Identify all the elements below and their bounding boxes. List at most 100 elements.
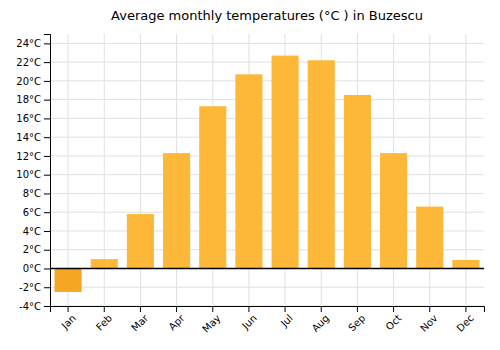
tick-mark [465,306,466,312]
grid-line [50,99,484,100]
grid-line [50,268,484,269]
tick-mark [44,268,50,269]
tick-label: 10°C [16,169,41,180]
tick-mark [44,100,50,101]
tick: 16°C [16,113,50,124]
tick-label: May [200,312,222,334]
tick-label: 2°C [23,244,41,255]
tick-mark [140,306,141,312]
tick-label: -4°C [19,301,41,312]
tick-label: 4°C [23,226,41,237]
tick-mark [44,62,50,63]
axis-line [44,35,51,307]
tick-mark [44,137,50,138]
tick-mark [68,306,69,312]
zero-line [50,268,484,270]
tick-mark [44,43,50,44]
tick-mark [44,306,50,307]
x-axis: Jan Feb Mar Apr May Jun Jul Aug Sep Oct Nov Dec [51,306,485,335]
tick: Apr [166,306,187,332]
tick-mark [44,287,50,288]
tick: -2°C [19,282,50,293]
tick-mark [44,212,50,213]
plot: -4°C -2°C 0°C 2°C 4°C 6°C 8°C 10°C 12°C 14°C 16°C 1… [16,34,484,335]
tick: 8°C [23,188,50,199]
tick: -4°C [19,301,50,312]
tick-label: Oct [383,312,403,332]
tick-mark [357,306,358,312]
tick: 22°C [16,57,50,68]
tick-label: Dec [454,312,475,333]
bar [127,214,154,268]
tick-mark [285,306,286,312]
bar [55,268,82,291]
tick-label: 20°C [16,76,41,87]
tick: 14°C [16,132,50,143]
tick-label: Jul [278,312,295,329]
tick-mark [44,156,50,157]
tick-mark [44,81,50,82]
tick-label: 16°C [16,113,41,124]
tick-label: 0°C [23,263,41,274]
tick-label: Mar [129,312,151,334]
tick-mark [44,175,50,176]
tick: Feb [94,306,114,333]
bars [55,56,480,292]
tick: Jun [239,306,259,332]
tick: Sep [346,306,367,333]
title: Average monthly temperatures (°C ) in Bu… [111,8,423,23]
tick-label: 12°C [16,151,41,162]
bar [452,260,479,268]
grid [50,34,484,306]
tick-label: 14°C [16,132,41,143]
tick-label: Nov [418,312,440,334]
tick: May [200,306,222,335]
tick-label: Sep [346,312,367,333]
tick: 10°C [16,169,50,180]
tick: Jul [278,306,295,329]
tick-mark [212,306,213,312]
tick: 18°C [16,94,50,105]
tick-label: -2°C [19,282,41,293]
tick-mark [393,306,394,312]
tick-label: Feb [94,312,114,332]
bar [199,106,226,268]
tick-label: Aug [310,312,332,334]
tick: Aug [310,306,332,334]
tick-label: Apr [166,312,187,333]
tick-mark [321,306,322,312]
grid-line [50,174,484,175]
tick: Jan [59,306,78,332]
tick-label: Jun [239,312,259,332]
grid-line [50,193,484,194]
axis-line [51,307,485,313]
bar [235,74,262,268]
tick: 20°C [16,76,50,87]
tick: 4°C [23,226,50,237]
tick: Nov [418,306,440,334]
grid-line [50,43,484,44]
tick-mark [429,306,430,312]
grid-line [50,118,484,119]
bar [416,207,443,269]
tick-label: 22°C [16,57,41,68]
tick: Mar [129,306,151,333]
grid-line [50,155,484,156]
tick-label: 6°C [23,207,41,218]
grid-line [68,34,69,306]
tick-mark [44,118,50,119]
tick-mark [176,306,177,312]
tick: 6°C [23,207,50,218]
tick-label: 18°C [16,94,41,105]
bar [163,153,190,268]
tick: 2°C [23,244,50,255]
tick: 0°C [23,263,50,274]
chart: -4°C -2°C 0°C 2°C 4°C 6°C 8°C 10°C 12°C 14°C 16°C 1… [0,0,500,350]
grid-line [50,287,484,288]
grid-line [50,137,484,138]
bar [380,153,407,268]
grid-line [50,62,484,63]
tick-label: Jan [59,312,78,331]
tick-label: 8°C [23,188,41,199]
tick-mark [44,250,50,251]
